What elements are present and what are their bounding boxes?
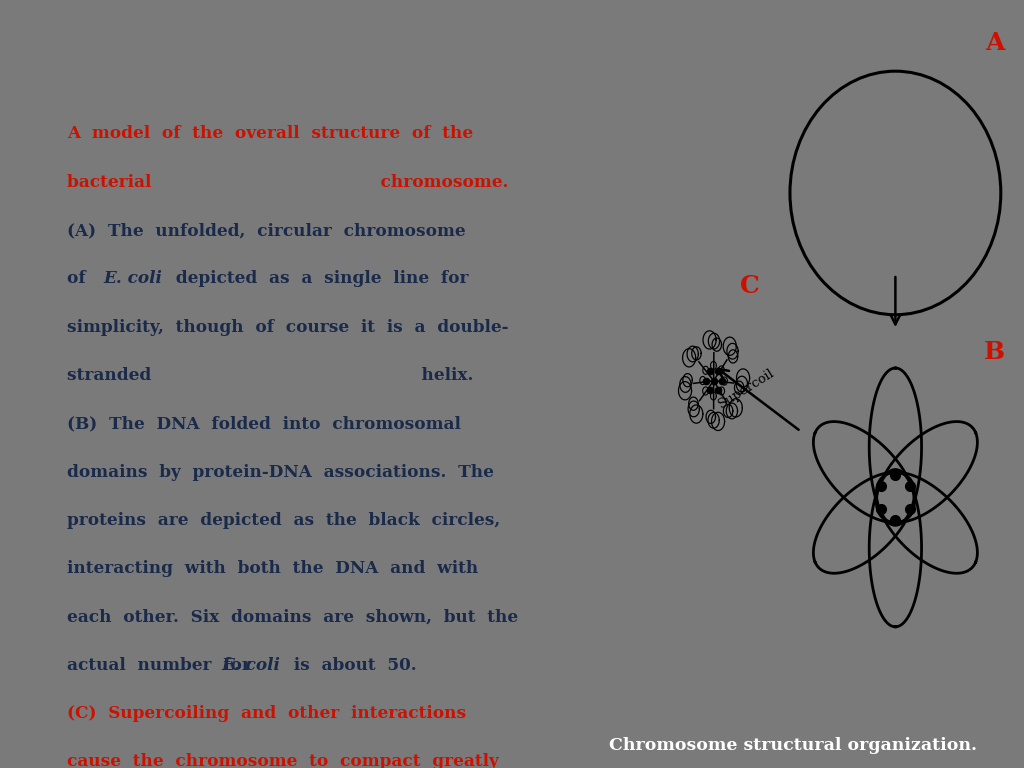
Text: E. coli: E. coli (103, 270, 163, 287)
Text: bacterial                                       chromosome.: bacterial chromosome. (68, 174, 509, 190)
Text: each  other.  Six  domains  are  shown,  but  the: each other. Six domains are shown, but t… (68, 608, 518, 626)
Text: interacting  with  both  the  DNA  and  with: interacting with both the DNA and with (68, 560, 478, 578)
Text: A  model  of  the  overall  structure  of  the: A model of the overall structure of the (68, 125, 473, 143)
Text: simplicity,  though  of  course  it  is  a  double-: simplicity, though of course it is a dou… (68, 319, 509, 336)
Text: stranded                                              helix.: stranded helix. (68, 367, 474, 384)
Text: Chromosome structural organization.: Chromosome structural organization. (609, 737, 977, 754)
Text: cause  the  chromosome  to  compact  greatly: cause the chromosome to compact greatly (68, 753, 499, 768)
Text: (C)  Supercoiling  and  other  interactions: (C) Supercoiling and other interactions (68, 705, 466, 722)
Text: of: of (68, 270, 97, 287)
Text: C: C (740, 274, 760, 298)
Text: B: B (983, 340, 1005, 364)
Text: domains  by  protein-DNA  associations.  The: domains by protein-DNA associations. The (68, 464, 495, 481)
Text: depicted  as  a  single  line  for: depicted as a single line for (164, 270, 468, 287)
Text: proteins  are  depicted  as  the  black  circles,: proteins are depicted as the black circl… (68, 512, 501, 529)
Text: E. coli: E. coli (221, 657, 281, 674)
Text: is  about  50.: is about 50. (283, 657, 417, 674)
Text: (A)  The  unfolded,  circular  chromosome: (A) The unfolded, circular chromosome (68, 222, 466, 239)
Text: Supercoil: Supercoil (716, 366, 777, 411)
Text: actual  number  for: actual number for (68, 657, 263, 674)
Text: A: A (985, 31, 1005, 55)
Text: (B)  The  DNA  folded  into  chromosomal: (B) The DNA folded into chromosomal (68, 415, 461, 432)
